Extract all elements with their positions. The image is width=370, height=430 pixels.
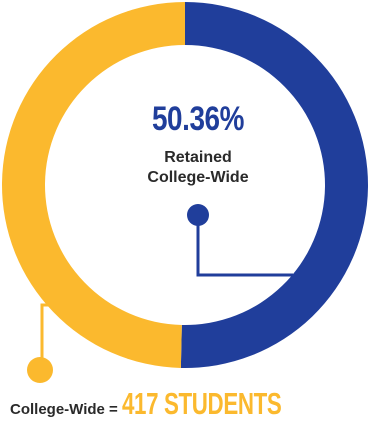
footer-label: College-Wide = xyxy=(10,401,118,418)
retained-callout-line xyxy=(198,215,293,275)
footer-value: 417 STUDENTS xyxy=(122,386,281,422)
center-percentage: 50.36% xyxy=(105,100,290,139)
center-label-line2: College-Wide xyxy=(98,168,298,188)
center-label-line1: Retained xyxy=(98,148,298,168)
footer-callout-dot xyxy=(27,357,53,383)
center-label: Retained College-Wide xyxy=(98,148,298,188)
footer-total: College-Wide = 417 STUDENTS xyxy=(10,386,344,422)
retained-callout-dot xyxy=(187,204,209,226)
